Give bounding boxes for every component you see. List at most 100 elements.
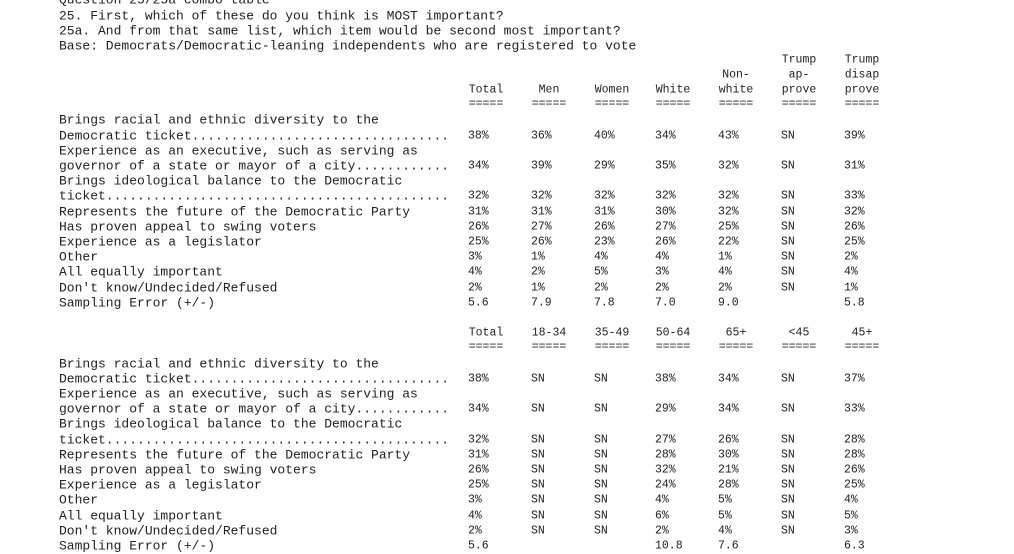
row-label: Democratic ticket.......................… <box>59 128 450 144</box>
column-header: White <box>655 83 691 97</box>
cell-value: 32% <box>468 433 489 447</box>
cell-value: 4% <box>844 493 858 507</box>
row-label: Experience as a legislator <box>59 234 262 250</box>
row-label: Sampling Error (+/-) <box>59 295 216 311</box>
row-label: All equally important <box>59 264 223 280</box>
row-label: Has proven appeal to swing voters <box>59 219 317 235</box>
cell-value: 4% <box>594 250 608 264</box>
cell-value: SN <box>531 402 545 416</box>
cell-value: 28% <box>844 433 865 447</box>
cell-value: 38% <box>655 372 676 386</box>
cell-value: 25% <box>718 220 739 234</box>
cell-value: 1% <box>844 281 858 295</box>
cell-value: SN <box>531 372 545 386</box>
column-header: Men <box>538 83 560 97</box>
cell-value: 25% <box>844 478 865 492</box>
cell-value: SN <box>594 478 608 492</box>
cell-value: 7.0 <box>655 296 676 310</box>
cell-value: 5% <box>718 509 732 523</box>
cell-value: SN <box>781 129 795 143</box>
cell-value: SN <box>594 493 608 507</box>
column-rule: ===== <box>844 340 880 354</box>
cell-value: SN <box>781 205 795 219</box>
cell-value: 27% <box>655 433 676 447</box>
cell-value: 5.8 <box>844 296 865 310</box>
cell-value: 6% <box>655 509 669 523</box>
cell-value: 32% <box>655 463 676 477</box>
column-header: <45 <box>788 326 810 340</box>
cell-value: 2% <box>594 281 608 295</box>
cell-value: SN <box>594 402 608 416</box>
cell-value: 32% <box>718 205 739 219</box>
cell-value: 31% <box>468 448 489 462</box>
cell-value: 34% <box>718 372 739 386</box>
row-label: Has proven appeal to swing voters <box>59 462 317 478</box>
cell-value: 25% <box>468 235 489 249</box>
cell-value: 33% <box>844 189 865 203</box>
cell-value: SN <box>531 493 545 507</box>
cell-value: 1% <box>718 250 732 264</box>
cell-value: 34% <box>468 402 489 416</box>
row-label: Don't know/Undecided/Refused <box>59 523 278 539</box>
cell-value: SN <box>781 478 795 492</box>
cell-value: SN <box>781 524 795 538</box>
cell-value: 32% <box>844 205 865 219</box>
cell-value: 5.6 <box>468 296 489 310</box>
cell-value: SN <box>781 372 795 386</box>
cell-value: 36% <box>531 129 552 143</box>
cell-value: SN <box>781 250 795 264</box>
cell-value: 37% <box>844 372 865 386</box>
column-header: 65+ <box>725 326 747 340</box>
column-header: Women <box>594 83 630 97</box>
cell-value: 27% <box>531 220 552 234</box>
cell-value: SN <box>594 448 608 462</box>
cell-value: SN <box>531 509 545 523</box>
column-rule: ===== <box>718 340 754 354</box>
cell-value: 30% <box>655 205 676 219</box>
cell-value: 10.8 <box>655 539 683 553</box>
cell-value: SN <box>594 463 608 477</box>
cell-value: 32% <box>468 189 489 203</box>
cell-value: SN <box>781 509 795 523</box>
cell-value: SN <box>781 189 795 203</box>
header-line: 25. First, which of these do you think i… <box>59 8 504 24</box>
cell-value: 31% <box>594 205 615 219</box>
cell-value: 25% <box>844 235 865 249</box>
column-header: Total <box>468 326 504 340</box>
column-header: Trump <box>844 53 880 67</box>
cell-value: 1% <box>531 250 545 264</box>
column-header: prove <box>844 83 880 97</box>
column-header: white <box>718 83 754 97</box>
row-label: All equally important <box>59 508 223 524</box>
row-label: Experience as an executive, such as serv… <box>59 143 418 159</box>
column-header: 45+ <box>851 326 873 340</box>
cell-value: SN <box>781 235 795 249</box>
cell-value: 34% <box>468 159 489 173</box>
row-label: Brings ideological balance to the Democr… <box>59 173 403 189</box>
column-rule: ===== <box>531 340 567 354</box>
cell-value: 4% <box>468 265 482 279</box>
row-label: Experience as a legislator <box>59 477 262 493</box>
row-label: Represents the future of the Democratic … <box>59 204 411 220</box>
row-label: Brings racial and ethnic diversity to th… <box>59 112 379 128</box>
cell-value: 26% <box>531 235 552 249</box>
column-header: Trump <box>781 53 817 67</box>
header-line: 25a. And from that same list, which item… <box>59 23 621 39</box>
cell-value: 22% <box>718 235 739 249</box>
row-label: Sampling Error (+/-) <box>59 538 216 554</box>
cell-value: 4% <box>655 250 669 264</box>
cell-value: 26% <box>594 220 615 234</box>
column-rule: ===== <box>844 97 880 111</box>
row-label: Other <box>59 492 99 508</box>
cell-value: 1% <box>531 281 545 295</box>
cell-value: 26% <box>468 463 489 477</box>
row-label: Democratic ticket.......................… <box>59 371 450 387</box>
cell-value: 5.6 <box>468 539 489 553</box>
row-label: Brings racial and ethnic diversity to th… <box>59 356 379 372</box>
column-header: Total <box>468 83 504 97</box>
title: Question 25/25a combo table <box>59 0 270 8</box>
cell-value: 7.8 <box>594 296 615 310</box>
cell-value: 32% <box>531 189 552 203</box>
cell-value: 27% <box>655 220 676 234</box>
cell-value: 31% <box>844 159 865 173</box>
